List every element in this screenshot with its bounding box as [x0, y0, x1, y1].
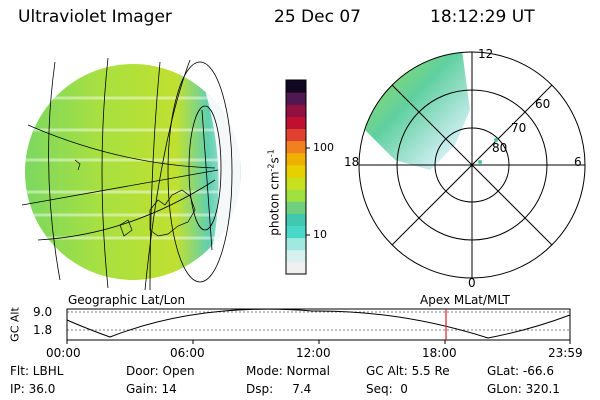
colorbar-segment — [286, 128, 306, 142]
polar-plot — [358, 51, 586, 279]
earth-image — [21, 57, 241, 291]
status-glat: GLat: -66.6 — [487, 364, 554, 378]
orbit-xtick-1800: 18:00 — [422, 346, 457, 360]
orbit-xtick-0000: 00:00 — [46, 346, 81, 360]
colorbar-segment — [286, 189, 306, 202]
orbit-plot — [66, 308, 571, 344]
lat-label-70: 70 — [511, 121, 527, 135]
status-seq: Seq: 0 — [366, 382, 408, 396]
time-label: 18:12:29 UT — [430, 7, 535, 27]
colorbar-tick-100: 100 — [313, 141, 334, 154]
mlt-label-bottom: 0 — [468, 276, 476, 290]
orbit-xtick-0600: 06:00 — [170, 346, 205, 360]
status-mode: Mode: Normal — [246, 364, 330, 378]
app-title: Ultraviolet Imager — [18, 7, 172, 27]
mlt-label-top: 12 — [478, 47, 494, 61]
colorbar-segment — [286, 261, 306, 275]
colorbar-segment — [286, 164, 306, 178]
date-label: 25 Dec 07 — [274, 7, 361, 27]
status-gain: Gain: 14 — [126, 382, 177, 396]
orbit-xtick-1200: 12:00 — [296, 346, 331, 360]
colorbar-segment — [286, 116, 306, 129]
orbit-xtick-2359: 23:59 — [548, 346, 583, 360]
status-ip: IP: 36.0 — [10, 382, 56, 396]
colorbar-segment — [286, 177, 306, 190]
lat-label-80: 80 — [492, 141, 508, 155]
colorbar-segment — [286, 92, 306, 105]
orbit-ytick-low: 1.8 — [33, 323, 53, 337]
colorbar-segment — [286, 140, 306, 154]
colorbar-tick-10: 10 — [313, 228, 327, 241]
colorbar-segment — [286, 152, 306, 166]
status-glon: GLon: 320.1 — [487, 382, 560, 396]
status-filter: Flt: LBHL — [10, 364, 64, 378]
mlt-label-right: 6 — [574, 155, 582, 169]
colorbar-segment — [286, 201, 306, 214]
colorbar-segment — [286, 249, 306, 263]
orbit-ytick-high: 9.0 — [33, 305, 53, 319]
colorbar-segment — [286, 213, 306, 226]
right-panel-caption: Apex MLat/MLT — [420, 293, 510, 307]
colorbar-label: photon cm-2s-1 — [266, 149, 282, 236]
colorbar-segment — [286, 225, 306, 239]
colorbar-segment — [286, 237, 306, 251]
status-dsp: Dsp: 7.4 — [246, 382, 312, 396]
colorbar — [285, 79, 307, 275]
lat-label-60: 60 — [535, 97, 551, 111]
left-panel-caption: Geographic Lat/Lon — [68, 293, 186, 307]
orbit-ylabel: GC Alt — [8, 307, 22, 342]
status-gc-alt: GC Alt: 5.5 Re — [366, 364, 450, 378]
colorbar-segment — [286, 104, 306, 117]
status-door: Door: Open — [126, 364, 195, 378]
colorbar-frame — [285, 79, 307, 275]
colorbar-segment — [286, 80, 306, 93]
mlt-label-left: 18 — [344, 155, 360, 169]
